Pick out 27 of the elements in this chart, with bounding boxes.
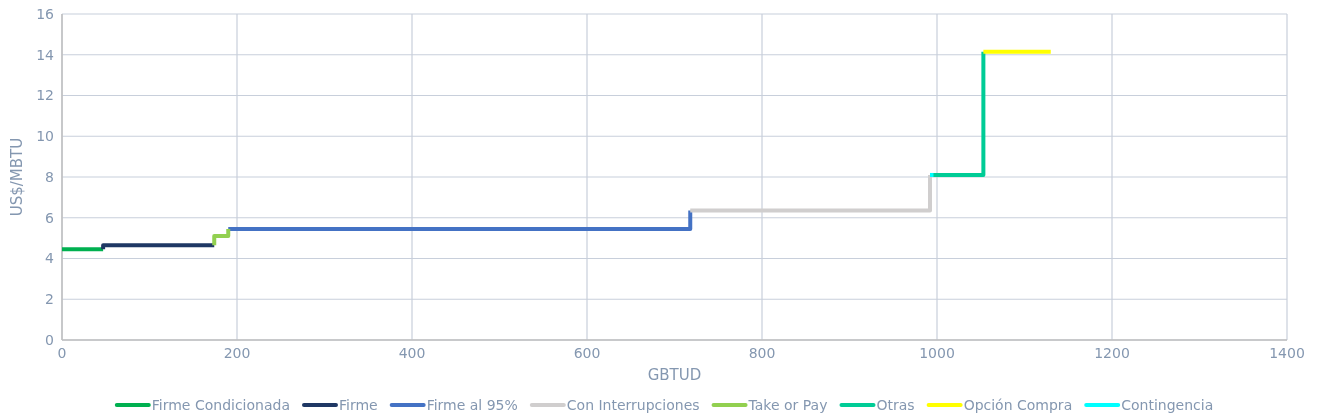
y-tick-label: 2 [45,291,54,308]
y-tick-label: 12 [36,87,54,104]
y-tick-label: 4 [45,250,55,267]
y-tick-label: 14 [36,46,55,63]
legend-label: Firme [338,396,378,413]
y-tick-label: 0 [45,331,54,348]
x-tick-label: 400 [398,345,426,361]
legend-label: Contingencia [1121,396,1214,413]
y-tick-label: 10 [36,128,54,145]
x-tick-label: 600 [573,345,601,361]
legend-label: Opción Compra [963,396,1073,413]
x-tick-label: 1200 [1094,345,1130,361]
x-tick-label: 800 [748,345,776,361]
y-tick-label: 8 [45,168,54,185]
x-axis-title: GBTUD [647,366,702,384]
legend-label: Firme al 95% [426,396,518,413]
x-tick-label: 0 [57,345,67,361]
legend-label: Otras [876,396,915,413]
y-tick-label: 6 [45,209,55,226]
x-tick-label: 1400 [1269,345,1305,361]
y-tick-label: 16 [36,5,55,22]
legend-label: Con Interrupciones [566,396,700,413]
legend-label: Firme Condicionada [151,396,290,413]
x-tick-label: 200 [223,345,251,361]
y-axis-title: US$/MBTU [8,137,26,217]
x-tick-label: 1000 [919,345,955,361]
legend-label: Take or Pay [747,396,828,413]
